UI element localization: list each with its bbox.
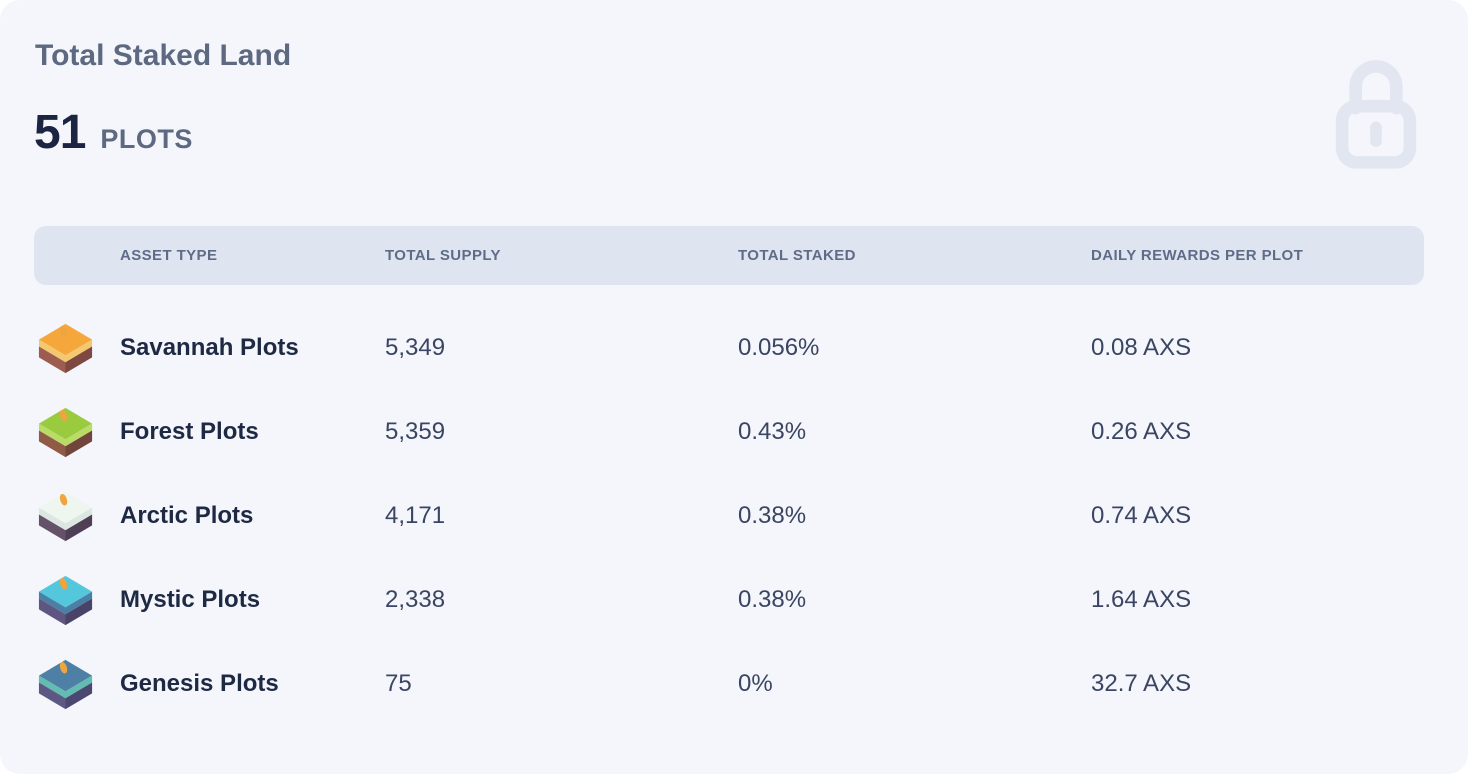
total-supply-value: 75	[385, 670, 412, 698]
tile-stripe-left	[38, 675, 66, 699]
column-header-asset-type: ASSET TYPE	[120, 247, 218, 265]
tile-stripe-right	[65, 423, 93, 447]
leaf-sprite-icon	[59, 577, 68, 590]
lock-body	[1335, 99, 1417, 169]
genesis-plot-icon	[38, 659, 93, 709]
total-staked-value: 0%	[738, 670, 773, 698]
total-supply-value: 2,338	[385, 586, 446, 614]
table-row: Savannah Plots 5,349 0.056% 0.08 AXS	[34, 306, 1424, 390]
asset-cell: Genesis Plots	[34, 653, 385, 716]
table-row: Genesis Plots 75 0% 32.7 AXS	[34, 642, 1424, 726]
asset-cell: Savannah Plots	[34, 317, 385, 380]
tile-stripe-right	[65, 591, 93, 615]
total-staked-value: 0.43%	[738, 418, 807, 446]
tile-left-face	[38, 514, 66, 541]
tile-left-face	[38, 682, 66, 709]
total-staked-value: 0.056%	[738, 334, 820, 362]
lock-shackle	[1349, 60, 1403, 115]
staked-unit: PLOTS	[100, 124, 193, 154]
savannah-plot-icon	[38, 323, 93, 373]
leaf-sprite-icon	[59, 325, 68, 338]
asset-cell: Forest Plots	[34, 401, 385, 464]
arctic-plot-icon	[38, 491, 93, 541]
daily-rewards-value: 0.26 AXS	[1091, 418, 1192, 446]
table-header-row: ASSET TYPE TOTAL SUPPLY TOTAL STAKED DAI…	[34, 226, 1424, 286]
tile-stripe-right	[65, 339, 93, 363]
leaf-sprite-icon	[59, 409, 68, 422]
table-row: Mystic Plots 2,338 0.38% 1.64 AXS	[34, 558, 1424, 642]
daily-rewards-value: 32.7 AXS	[1091, 670, 1192, 698]
table-row: Arctic Plots 4,171 0.38% 0.74 AXS	[34, 474, 1424, 558]
staked-count: 51	[34, 106, 86, 159]
asset-name: Genesis Plots	[120, 670, 279, 698]
asset-name: Mystic Plots	[120, 586, 261, 614]
lock-icon-strokes	[1335, 60, 1417, 169]
card-title: Total Staked Land	[35, 39, 292, 72]
tile-right-face	[65, 346, 93, 373]
mystic-plot-icon	[38, 575, 93, 625]
staked-total: 51 PLOTS	[34, 106, 1424, 159]
tile-right-face	[65, 682, 93, 709]
daily-rewards-value: 0.08 AXS	[1091, 334, 1192, 362]
tile-left-face	[38, 598, 66, 625]
lock-icon	[1335, 60, 1417, 169]
asset-cell: Mystic Plots	[34, 569, 385, 632]
total-staked-value: 0.38%	[738, 586, 807, 614]
forest-plot-icon	[38, 407, 93, 457]
table-body: Savannah Plots 5,349 0.056% 0.08 AXS For…	[34, 306, 1424, 726]
tile-left-face	[38, 346, 66, 373]
tile-right-face	[65, 514, 93, 541]
column-header-total-supply: TOTAL SUPPLY	[385, 247, 501, 265]
leaf-sprite-icon	[59, 493, 68, 506]
table-row: Forest Plots 5,359 0.43% 0.26 AXS	[34, 390, 1424, 474]
tile-left-face	[38, 430, 66, 457]
tile-stripe-right	[65, 507, 93, 531]
asset-name: Forest Plots	[120, 418, 259, 446]
leaf-sprite-icon	[59, 661, 68, 674]
asset-name: Savannah Plots	[120, 334, 299, 362]
tile-stripe-right	[65, 675, 93, 699]
total-supply-value: 5,359	[385, 418, 446, 446]
column-header-total-staked: TOTAL STAKED	[738, 247, 856, 265]
tile-stripe-left	[38, 339, 66, 363]
daily-rewards-value: 1.64 AXS	[1091, 586, 1192, 614]
tile-right-face	[65, 598, 93, 625]
tile-stripe-left	[38, 591, 66, 615]
daily-rewards-value: 0.74 AXS	[1091, 502, 1192, 530]
tile-stripe-left	[38, 423, 66, 447]
total-supply-value: 4,171	[385, 502, 446, 530]
asset-name: Arctic Plots	[120, 502, 254, 530]
column-header-daily-rewards: DAILY REWARDS PER PLOT	[1091, 247, 1304, 265]
asset-cell: Arctic Plots	[34, 485, 385, 548]
tile-right-face	[65, 430, 93, 457]
total-supply-value: 5,349	[385, 334, 446, 362]
tile-stripe-left	[38, 507, 66, 531]
total-staked-value: 0.38%	[738, 502, 807, 530]
